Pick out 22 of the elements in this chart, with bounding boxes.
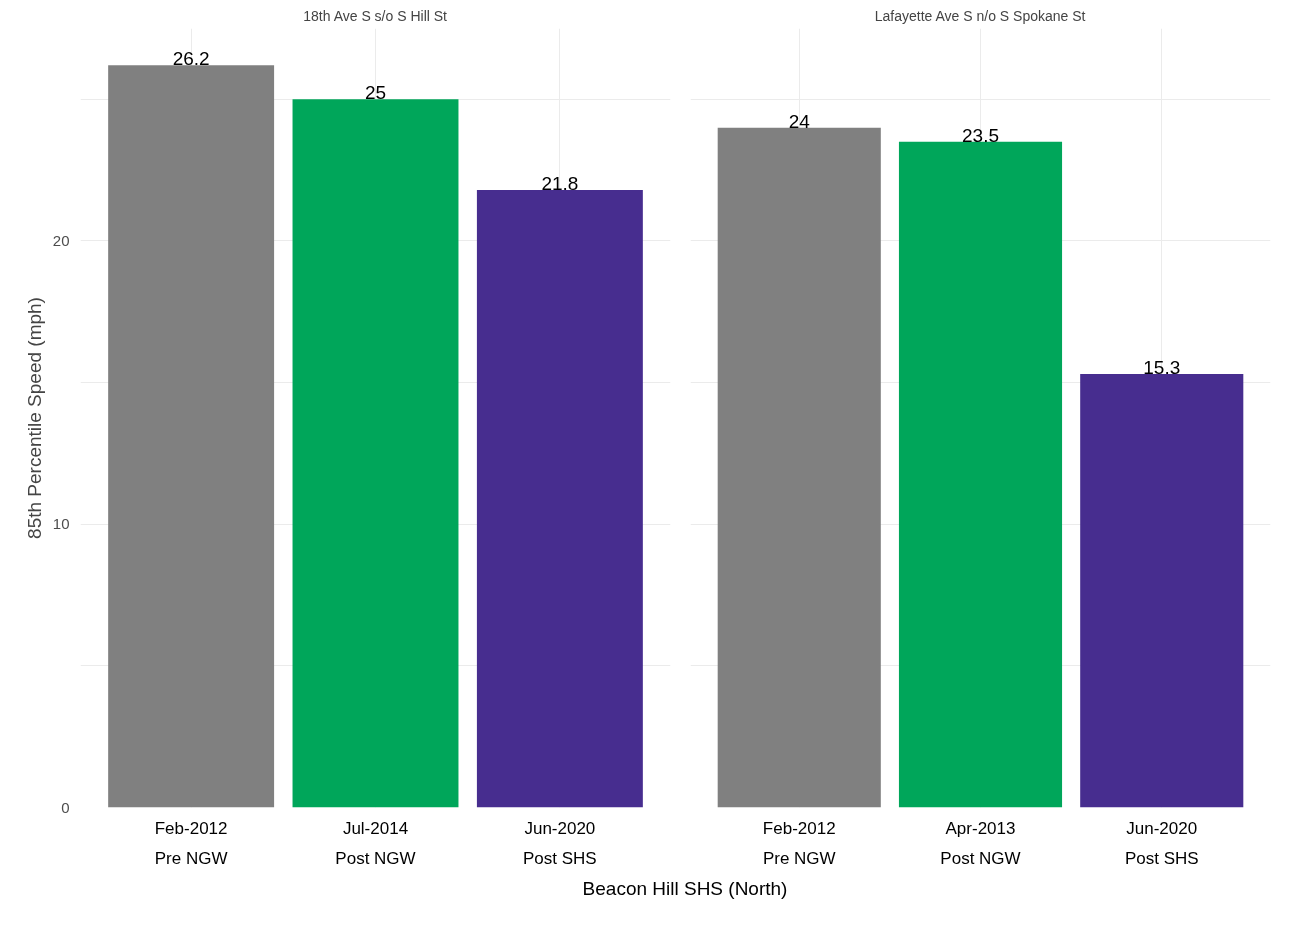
bar bbox=[108, 65, 275, 808]
bar bbox=[476, 189, 643, 808]
data-label: 23.5 bbox=[962, 124, 999, 146]
x-tick-label: Apr-2013 Post NGW bbox=[940, 818, 1021, 868]
data-label: 25 bbox=[364, 82, 387, 104]
y-tick-label: 0 bbox=[61, 798, 70, 816]
chart-title: Lafayette Ave S n/o S Spokane St bbox=[874, 7, 1086, 24]
data-label: 15.3 bbox=[1143, 357, 1181, 379]
data-label: 24 bbox=[788, 110, 811, 132]
x-tick-label: Jun-2020 Post SHS bbox=[523, 818, 597, 868]
data-label: 21.8 bbox=[541, 172, 579, 194]
chart-title: 18th Ave S s/o S Hill St bbox=[303, 7, 448, 24]
x-tick-label: Jul-2014 Post NGW bbox=[335, 818, 416, 868]
data-label: 26.2 bbox=[172, 48, 210, 70]
x-tick-label: Feb-2012 Pre NGW bbox=[154, 818, 228, 868]
y-tick-label: 10 bbox=[52, 515, 70, 533]
y-tick-label: 20 bbox=[52, 231, 70, 249]
x-tick-label: Jun-2020 Post SHS bbox=[1124, 818, 1199, 868]
y-axis-title: 85th Percentile Speed (mph) bbox=[23, 297, 45, 539]
x-tick-label: Feb-2012 Pre NGW bbox=[762, 818, 836, 868]
bar bbox=[292, 99, 459, 808]
x-axis-title: Beacon Hill SHS (North) bbox=[582, 877, 788, 901]
